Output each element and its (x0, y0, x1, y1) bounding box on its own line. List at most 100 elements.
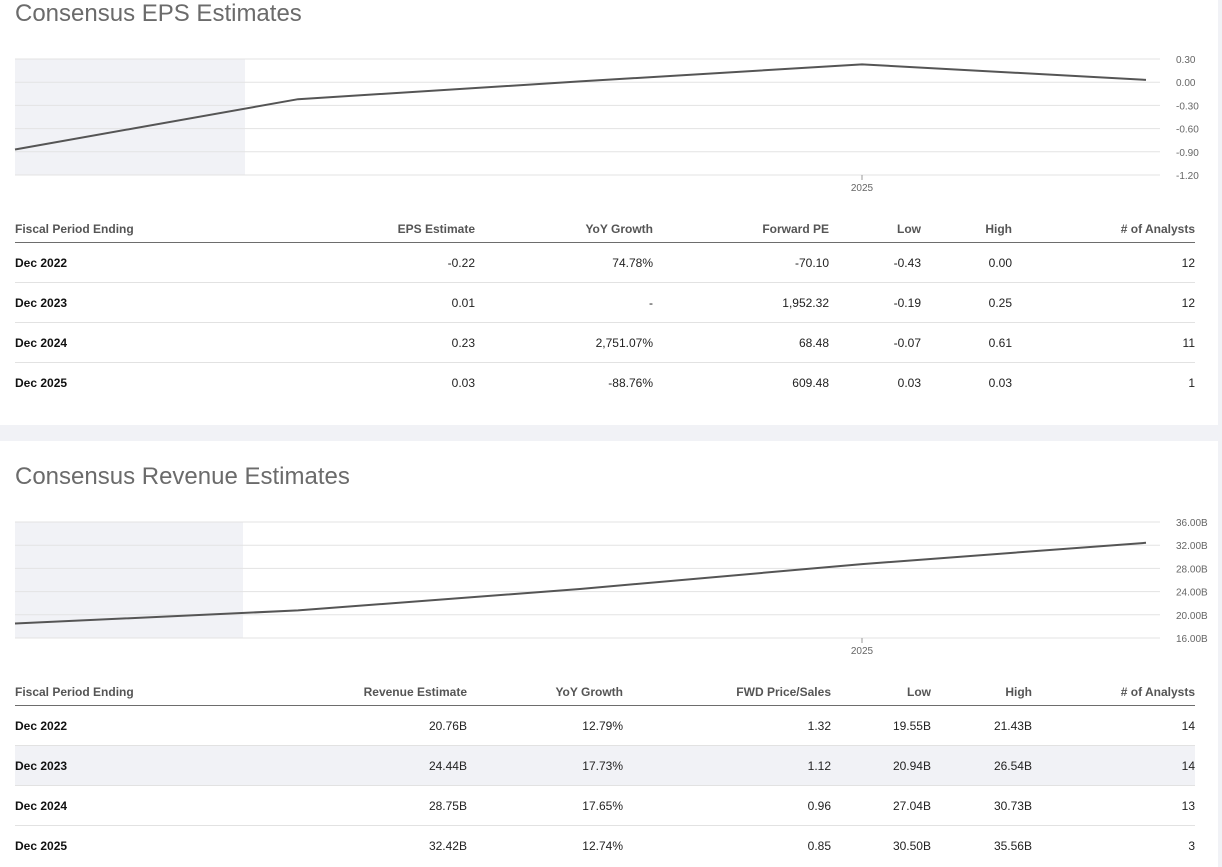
revenue-col-header: YoY Growth (467, 679, 623, 706)
eps-table: Fiscal Period Ending EPS Estimate YoY Grow… (15, 216, 1195, 402)
eps-cell: 74.78% (475, 242, 653, 283)
eps-col-header: YoY Growth (475, 216, 653, 243)
eps-cell: Dec 2025 (15, 375, 68, 390)
revenue-chart[interactable]: 36.00B 32.00B 28.00B 24.00B 20.00B 16.00B 2025 (0, 463, 1218, 663)
eps-cell: 12 (1012, 242, 1195, 283)
revenue-section: Consensus Revenue Estimates 36.00B 32.00B… (0, 441, 1218, 867)
x-tick-label: 2025 (851, 183, 874, 194)
eps-chart[interactable]: 0.30 0.00 -0.30 -0.60 -0.90 -1.20 2025 (0, 0, 1218, 200)
eps-col-header: Forward PE (653, 216, 829, 243)
revenue-row: Dec 2024 28.75B 17.65% 0.96 27.04B 30.73B 13 (15, 785, 1195, 826)
revenue-cell: 14 (1032, 705, 1195, 746)
eps-row: Dec 2024 0.23 2,751.07% 68.48 -0.07 0.61 11 (15, 322, 1195, 363)
eps-col-header: Low (829, 216, 921, 243)
y-tick-label: 36.00B (1176, 518, 1208, 529)
eps-cell: 2,751.07% (475, 322, 653, 363)
revenue-cell: 13 (1032, 785, 1195, 826)
chart-shaded-region (15, 59, 245, 175)
revenue-col-header: Low (831, 679, 931, 706)
eps-cell: 0.03 (451, 375, 475, 390)
eps-cell: Dec 2024 (15, 322, 245, 363)
revenue-table: Fiscal Period Ending Revenue Estimate YoY … (15, 679, 1195, 865)
revenue-col-header: Fiscal Period Ending (15, 679, 245, 706)
revenue-row: Dec 2023 24.44B 17.73% 1.12 20.94B 26.54B 14 (15, 745, 1195, 786)
revenue-row: Dec 2025 32.42B 12.74% 0.85 30.50B 35.56B 3 (15, 826, 1195, 866)
eps-cell: -0.22 (245, 242, 475, 283)
revenue-cell: 12.74% (582, 838, 623, 853)
eps-cell: 0.03 (988, 375, 1012, 390)
revenue-cell: 30.73B (931, 785, 1032, 826)
revenue-cell: 17.73% (467, 745, 623, 786)
y-tick-label: 0.30 (1176, 55, 1196, 66)
revenue-cell: 12.79% (467, 705, 623, 746)
y-tick-label: -1.20 (1176, 171, 1199, 182)
eps-cell: 1 (1188, 375, 1195, 390)
revenue-cell: 20.94B (831, 745, 931, 786)
revenue-col-header: FWD Price/Sales (623, 679, 831, 706)
eps-cell: 12 (1012, 282, 1195, 323)
revenue-cell: 0.85 (807, 838, 831, 853)
revenue-col-header: Revenue Estimate (245, 679, 467, 706)
y-tick-label: 16.00B (1176, 634, 1208, 645)
revenue-row: Dec 2022 20.76B 12.79% 1.32 19.55B 21.43B 14 (15, 705, 1195, 746)
revenue-cell: 27.04B (831, 785, 931, 826)
eps-cell: 0.00 (921, 242, 1012, 283)
revenue-cell: 26.54B (931, 745, 1032, 786)
eps-row: Dec 2022 -0.22 74.78% -70.10 -0.43 0.00 12 (15, 242, 1195, 283)
eps-cell: 0.01 (245, 282, 475, 323)
eps-cell: 0.23 (245, 322, 475, 363)
y-tick-label: 20.00B (1176, 611, 1208, 622)
x-tick-label: 2025 (851, 646, 874, 657)
eps-cell: 0.25 (921, 282, 1012, 323)
revenue-cell: 24.44B (245, 745, 467, 786)
revenue-cell: Dec 2024 (15, 785, 245, 826)
eps-cell: Dec 2022 (15, 242, 245, 283)
revenue-cell: Dec 2023 (15, 745, 245, 786)
eps-row: Dec 2023 0.01-1,952.32 -0.19 0.25 12 (15, 282, 1195, 323)
eps-row: Dec 2025 0.03 -88.76% 609.48 0.03 0.03 1 (15, 363, 1195, 403)
y-tick-label: -0.90 (1176, 148, 1199, 159)
revenue-cell: 1.12 (623, 745, 831, 786)
revenue-cell: 32.42B (428, 838, 467, 853)
eps-col-header: Fiscal Period Ending (15, 216, 245, 243)
eps-cell: -0.07 (829, 322, 921, 363)
revenue-title: Consensus Revenue Estimates (15, 463, 350, 490)
eps-cell: -0.43 (829, 242, 921, 283)
y-tick-label: 24.00B (1176, 588, 1208, 599)
eps-section: Consensus EPS Estimates 0.30 0.00 -0.30 -0.… (0, 0, 1218, 425)
revenue-cell: 0.96 (623, 785, 831, 826)
eps-title: Consensus EPS Estimates (15, 0, 302, 27)
revenue-cell: 3 (1188, 838, 1195, 853)
revenue-cell: 17.65% (467, 785, 623, 826)
eps-table-header: Fiscal Period Ending EPS Estimate YoY Grow… (15, 216, 1195, 243)
revenue-cell: 21.43B (931, 705, 1032, 746)
eps-cell: 0.03 (897, 375, 921, 390)
series-line (14, 541, 1147, 625)
revenue-cell: 28.75B (245, 785, 467, 826)
revenue-cell: 1.32 (623, 705, 831, 746)
y-tick-label: 0.00 (1176, 78, 1196, 89)
y-tick-label: 28.00B (1176, 564, 1208, 575)
revenue-col-header: High (931, 679, 1032, 706)
revenue-cell: Dec 2022 (15, 705, 245, 746)
y-tick-label: -0.30 (1176, 101, 1199, 112)
eps-cell: - (475, 282, 653, 323)
eps-cell: -88.76% (608, 375, 653, 390)
eps-cell: 609.48 (792, 375, 829, 390)
revenue-cell: 30.50B (892, 838, 931, 853)
revenue-cell: 20.76B (245, 705, 467, 746)
eps-cell: 68.48 (653, 322, 829, 363)
y-tick-label: 32.00B (1176, 541, 1208, 552)
eps-cell: 11 (1012, 322, 1195, 363)
eps-col-header: EPS Estimate (245, 216, 475, 243)
revenue-cell: Dec 2025 (15, 838, 68, 853)
eps-cell: 0.61 (921, 322, 1012, 363)
series-line (14, 63, 1147, 151)
chart-shaded-region (15, 522, 243, 638)
eps-cell: -70.10 (653, 242, 829, 283)
eps-cell: Dec 2023 (15, 282, 245, 323)
revenue-cell: 35.56B (993, 838, 1032, 853)
eps-col-header: High (921, 216, 1012, 243)
eps-cell: 1,952.32 (653, 282, 829, 323)
eps-col-header: # of Analysts (1012, 216, 1195, 243)
